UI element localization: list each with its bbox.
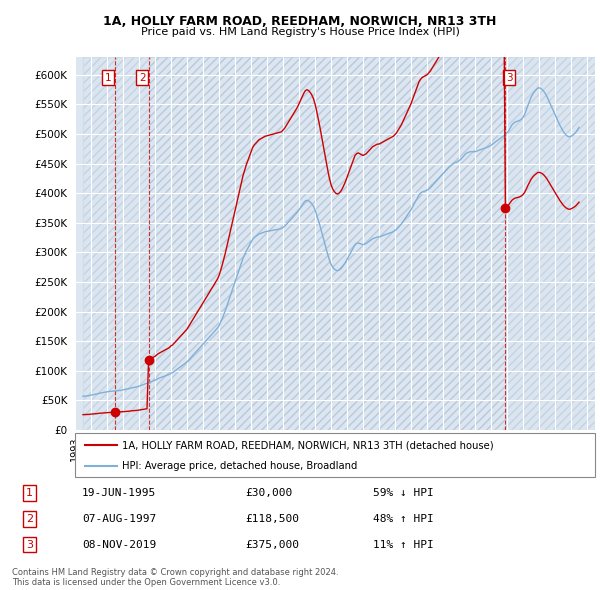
Text: £30,000: £30,000 [245,488,292,498]
Text: Contains HM Land Registry data © Crown copyright and database right 2024.: Contains HM Land Registry data © Crown c… [12,568,338,577]
Text: £118,500: £118,500 [245,514,299,524]
Text: 1A, HOLLY FARM ROAD, REEDHAM, NORWICH, NR13 3TH: 1A, HOLLY FARM ROAD, REEDHAM, NORWICH, N… [103,15,497,28]
Bar [505,57,595,430]
Text: 07-AUG-1997: 07-AUG-1997 [82,514,156,524]
Text: 1: 1 [26,488,33,498]
Text: HPI: Average price, detached house, Broadland: HPI: Average price, detached house, Broa… [122,461,357,471]
Text: 2: 2 [26,514,33,524]
Text: 1A, HOLLY FARM ROAD, REEDHAM, NORWICH, NR13 3TH (detached house): 1A, HOLLY FARM ROAD, REEDHAM, NORWICH, N… [122,440,493,450]
Text: 11% ↑ HPI: 11% ↑ HPI [373,540,434,550]
Bar [115,57,149,430]
Text: 3: 3 [26,540,33,550]
Text: This data is licensed under the Open Government Licence v3.0.: This data is licensed under the Open Gov… [12,578,280,587]
Text: 2: 2 [139,73,146,83]
Text: Price paid vs. HM Land Registry's House Price Index (HPI): Price paid vs. HM Land Registry's House … [140,27,460,37]
Text: 1: 1 [105,73,112,83]
Text: 19-JUN-1995: 19-JUN-1995 [82,488,156,498]
Text: £375,000: £375,000 [245,540,299,550]
Text: 08-NOV-2019: 08-NOV-2019 [82,540,156,550]
Text: 48% ↑ HPI: 48% ↑ HPI [373,514,434,524]
Text: 3: 3 [506,73,513,83]
Bar [83,57,115,430]
Text: 59% ↓ HPI: 59% ↓ HPI [373,488,434,498]
